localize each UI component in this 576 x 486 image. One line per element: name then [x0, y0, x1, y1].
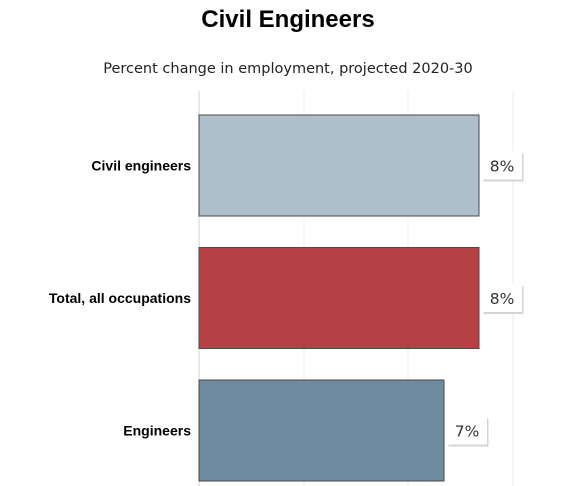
value-label-box [447, 416, 487, 445]
value-label-box [482, 284, 522, 312]
value-label: 8% [490, 290, 515, 308]
category-label: Engineers [123, 423, 191, 439]
category-labels: Civil engineers Total, all occupations Eng… [49, 158, 191, 439]
category-label: Total, all occupations [49, 290, 191, 306]
category-label: Civil engineers [91, 158, 191, 174]
bar-total-all-occupations [198, 247, 480, 349]
value-labels: 8% 8% 7% [447, 151, 524, 447]
bars [198, 114, 480, 482]
chart-subtitle: Percent change in employment, projected … [103, 61, 473, 77]
value-label: 8% [490, 158, 515, 176]
value-label: 7% [455, 423, 480, 441]
bar-civil-engineers [198, 114, 480, 217]
bar-engineers [198, 379, 445, 482]
value-label-box [482, 151, 522, 180]
chart-title: Civil Engineers [201, 6, 375, 33]
